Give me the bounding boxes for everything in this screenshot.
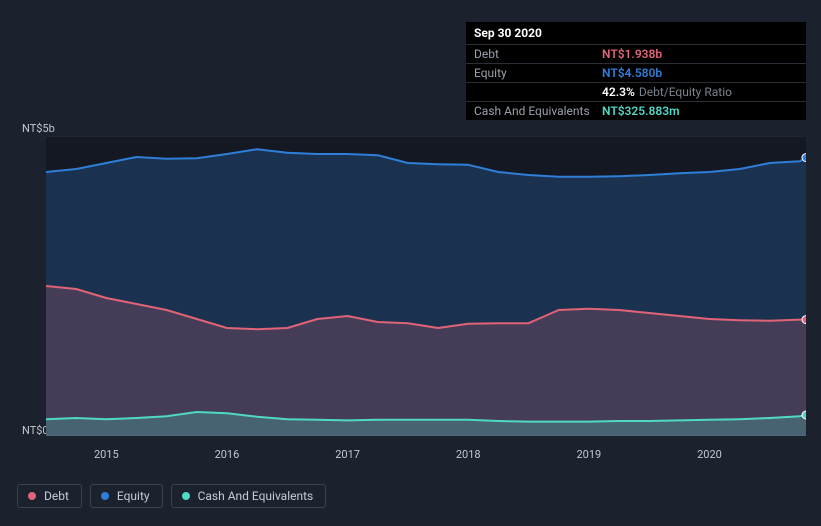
legend-label: Debt [44, 489, 69, 503]
tooltip-suffix: Debt/Equity Ratio [639, 85, 732, 99]
legend-dot-icon [28, 492, 36, 500]
tooltip-value: NT$1.938b [602, 47, 662, 61]
legend-item[interactable]: Cash And Equivalents [171, 484, 327, 508]
tooltip-row: 42.3% Debt/Equity Ratio [466, 83, 806, 102]
tooltip-value: NT$4.580b [602, 66, 662, 80]
tooltip-value: 42.3% [602, 85, 635, 99]
x-tick: 2015 [94, 448, 119, 461]
y-tick-top: NT$5b [22, 122, 55, 135]
legend-label: Cash And Equivalents [198, 489, 314, 503]
tooltip-label: Equity [474, 66, 602, 80]
tooltip-date: Sep 30 2020 [466, 22, 806, 45]
legend-label: Equity [117, 489, 150, 503]
y-tick-bottom: NT$0 [22, 424, 49, 437]
tooltip-row: EquityNT$4.580b [466, 64, 806, 83]
x-tick: 2020 [697, 448, 722, 461]
chart-tooltip: Sep 30 2020 DebtNT$1.938bEquityNT$4.580b… [466, 22, 806, 120]
balance-chart [46, 136, 806, 436]
tooltip-row: DebtNT$1.938b [466, 45, 806, 64]
x-axis-labels: 2015 2016 2017 2018 2019 2020 [0, 448, 821, 464]
tooltip-value: NT$325.883m [602, 104, 680, 118]
chart-legend: Debt Equity Cash And Equivalents [17, 484, 326, 508]
tooltip-row: Cash And EquivalentsNT$325.883m [466, 102, 806, 120]
tooltip-label: Debt [474, 47, 602, 61]
legend-dot-icon [182, 492, 190, 500]
x-tick: 2017 [335, 448, 360, 461]
x-tick: 2018 [456, 448, 481, 461]
legend-item[interactable]: Debt [17, 484, 82, 508]
x-tick: 2016 [215, 448, 240, 461]
legend-item[interactable]: Equity [90, 484, 163, 508]
legend-dot-icon [101, 492, 109, 500]
x-tick: 2019 [576, 448, 601, 461]
tooltip-label: Cash And Equivalents [474, 104, 602, 118]
